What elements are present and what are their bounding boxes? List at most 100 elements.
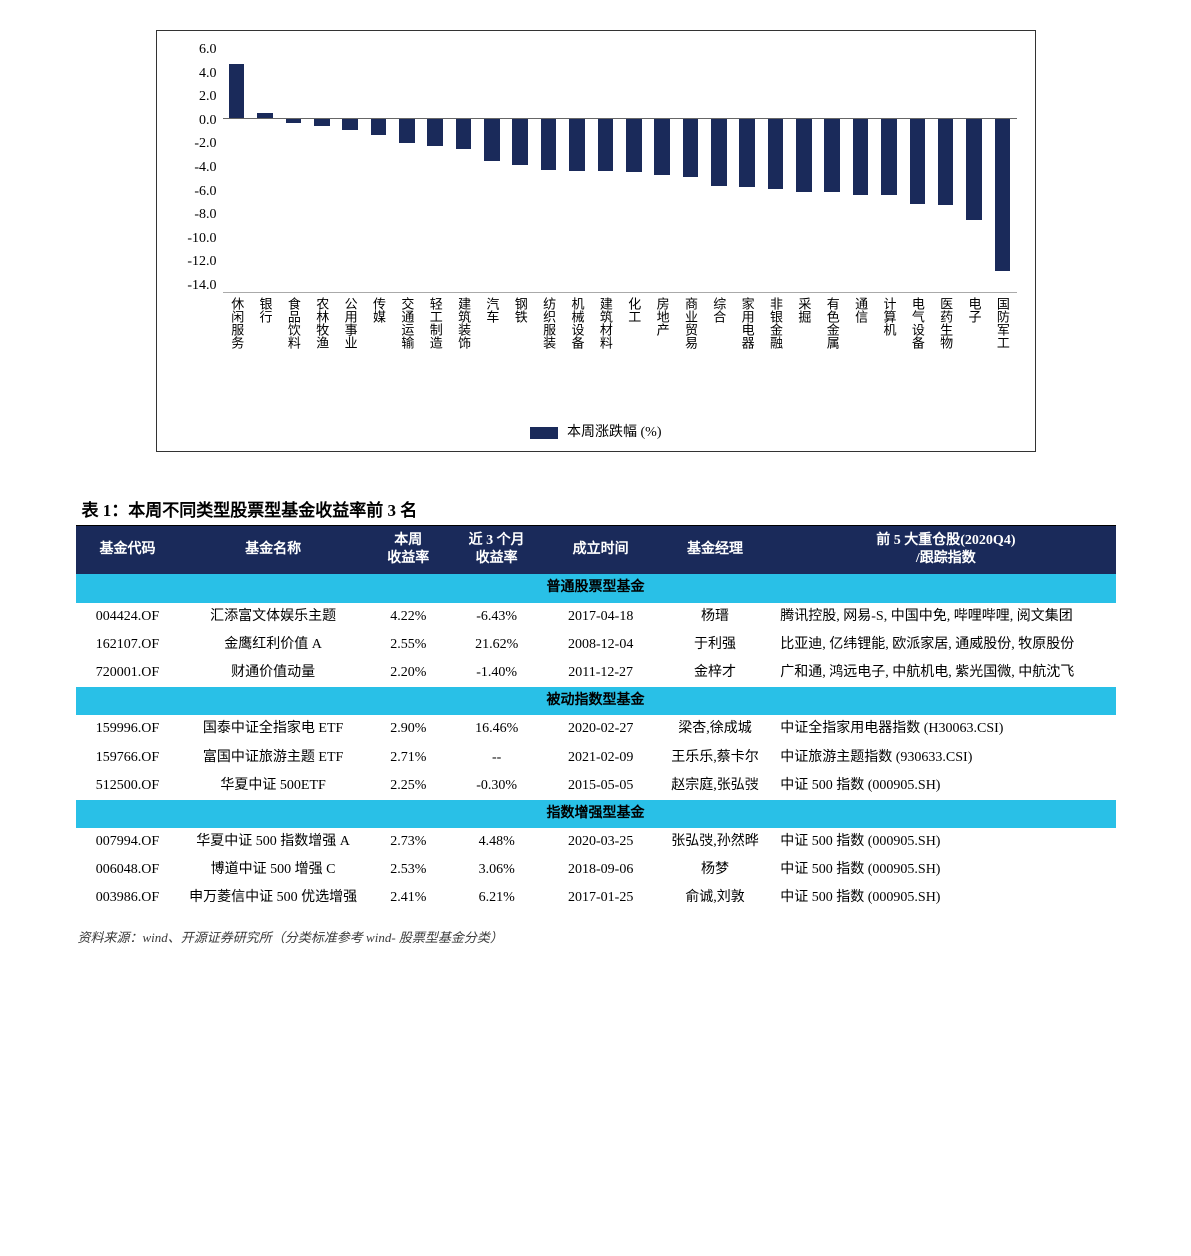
- x-axis-category: 食品饮料: [279, 293, 307, 413]
- cell-week-return: 2.53%: [367, 856, 450, 884]
- source-note: 资料来源：wind、开源证券研究所（分类标准参考 wind- 股票型基金分类）: [76, 927, 1116, 946]
- bar: [824, 118, 840, 193]
- x-axis-category: 医药生物: [931, 293, 959, 413]
- x-axis-category: 休闲服务: [223, 293, 251, 413]
- cell-holdings: 腾讯控股, 网易-S, 中国中免, 哔哩哔哩, 阅文集团: [772, 603, 1115, 631]
- bar: [881, 118, 897, 195]
- bar: [711, 118, 727, 186]
- cell-code: 162107.OF: [76, 631, 180, 659]
- cell-inception: 2015-05-05: [543, 772, 657, 800]
- bar-column: [990, 43, 1014, 292]
- bar-column: [281, 43, 305, 292]
- bars-group: [223, 43, 1017, 292]
- cell-code: 159996.OF: [76, 715, 180, 743]
- bar-column: [593, 43, 617, 292]
- cell-holdings: 中证 500 指数 (000905.SH): [772, 828, 1115, 856]
- legend-label: 本周涨跌幅 (%): [567, 425, 662, 440]
- th-holdings: 前 5 大重仓股(2020Q4)/跟踪指数: [772, 526, 1115, 574]
- cell-inception: 2017-04-18: [543, 603, 657, 631]
- cell-week-return: 2.20%: [367, 659, 450, 687]
- y-tick: 4.0: [199, 67, 217, 81]
- x-axis-category: 有色金属: [818, 293, 846, 413]
- fund-table-wrap: 表 1：本周不同类型股票型基金收益率前 3 名 基金代码 基金名称 本周收益率 …: [76, 492, 1116, 946]
- x-axis-category: 农林牧渔: [308, 293, 336, 413]
- cell-name: 富国中证旅游主题 ETF: [180, 744, 367, 772]
- cell-week-return: 2.55%: [367, 631, 450, 659]
- x-axis-category: 国防军工: [988, 293, 1016, 413]
- bar: [966, 118, 982, 220]
- cell-name: 申万菱信中证 500 优选增强: [180, 884, 367, 912]
- bar-column: [792, 43, 816, 292]
- table-body: 普通股票型基金004424.OF汇添富文体娱乐主题4.22%-6.43%2017…: [76, 574, 1116, 912]
- th-name: 基金名称: [180, 526, 367, 574]
- cell-week-return: 2.25%: [367, 772, 450, 800]
- zero-line: [223, 118, 1017, 119]
- table-row: 159996.OF国泰中证全指家电 ETF2.90%16.46%2020-02-…: [76, 715, 1116, 743]
- x-axis-category: 计算机: [875, 293, 903, 413]
- y-tick: 6.0: [199, 43, 217, 57]
- section-header-row: 被动指数型基金: [76, 687, 1116, 715]
- cell-week-return: 2.73%: [367, 828, 450, 856]
- cell-week-return: 2.41%: [367, 884, 450, 912]
- y-tick: -4.0: [194, 161, 216, 175]
- x-axis-category: 化工: [620, 293, 648, 413]
- x-axis-category: 交通运输: [393, 293, 421, 413]
- bar: [910, 118, 926, 204]
- cell-inception: 2021-02-09: [543, 744, 657, 772]
- bar-column: [962, 43, 986, 292]
- bar-column: [707, 43, 731, 292]
- bar-column: [877, 43, 901, 292]
- bar-column: [735, 43, 759, 292]
- bar: [796, 118, 812, 193]
- cell-name: 国泰中证全指家电 ETF: [180, 715, 367, 743]
- cell-holdings: 中证 500 指数 (000905.SH): [772, 772, 1115, 800]
- cell-3m-return: --: [450, 744, 544, 772]
- table-row: 007994.OF华夏中证 500 指数增强 A2.73%4.48%2020-0…: [76, 828, 1116, 856]
- cell-inception: 2017-01-25: [543, 884, 657, 912]
- legend-swatch: [530, 427, 558, 439]
- cell-inception: 2018-09-06: [543, 856, 657, 884]
- bar-column: [820, 43, 844, 292]
- cell-code: 512500.OF: [76, 772, 180, 800]
- x-axis-category: 汽车: [478, 293, 506, 413]
- bar-column: [905, 43, 929, 292]
- bar-column: [508, 43, 532, 292]
- bar: [654, 118, 670, 175]
- bar-column: [338, 43, 362, 292]
- section-header-row: 普通股票型基金: [76, 574, 1116, 602]
- bar: [229, 64, 245, 118]
- table-row: 720001.OF财通价值动量2.20%-1.40%2011-12-27金梓才广…: [76, 659, 1116, 687]
- bar-column: [678, 43, 702, 292]
- bar-column: [565, 43, 589, 292]
- bar: [995, 118, 1011, 271]
- table-row: 006048.OF博道中证 500 增强 C2.53%3.06%2018-09-…: [76, 856, 1116, 884]
- table-row: 162107.OF金鹰红利价值 A2.55%21.62%2008-12-04于利…: [76, 631, 1116, 659]
- section-header-row: 指数增强型基金: [76, 800, 1116, 828]
- bar: [314, 118, 330, 127]
- table-row: 159766.OF富国中证旅游主题 ETF2.71%--2021-02-09王乐…: [76, 744, 1116, 772]
- cell-code: 720001.OF: [76, 659, 180, 687]
- bar-column: [366, 43, 390, 292]
- x-axis-category: 银行: [251, 293, 279, 413]
- section-label: 普通股票型基金: [76, 574, 1116, 602]
- x-axis-category: 轻工制造: [421, 293, 449, 413]
- section-label: 被动指数型基金: [76, 687, 1116, 715]
- bar-column: [650, 43, 674, 292]
- x-axis-category: 电子: [960, 293, 988, 413]
- chart-legend: 本周涨跌幅 (%): [175, 421, 1017, 441]
- bar: [512, 118, 528, 165]
- cell-code: 003986.OF: [76, 884, 180, 912]
- y-tick: 0.0: [199, 114, 217, 128]
- cell-3m-return: 6.21%: [450, 884, 544, 912]
- table-title: 表 1：本周不同类型股票型基金收益率前 3 名: [76, 492, 1116, 526]
- x-axis-category: 非银金融: [761, 293, 789, 413]
- table-row: 512500.OF华夏中证 500ETF2.25%-0.30%2015-05-0…: [76, 772, 1116, 800]
- x-axis-category: 采掘: [790, 293, 818, 413]
- th-inception: 成立时间: [543, 526, 657, 574]
- cell-name: 华夏中证 500ETF: [180, 772, 367, 800]
- cell-manager: 杨梦: [658, 856, 772, 884]
- cell-week-return: 2.90%: [367, 715, 450, 743]
- bar: [371, 118, 387, 135]
- bar-column: [253, 43, 277, 292]
- cell-name: 财通价值动量: [180, 659, 367, 687]
